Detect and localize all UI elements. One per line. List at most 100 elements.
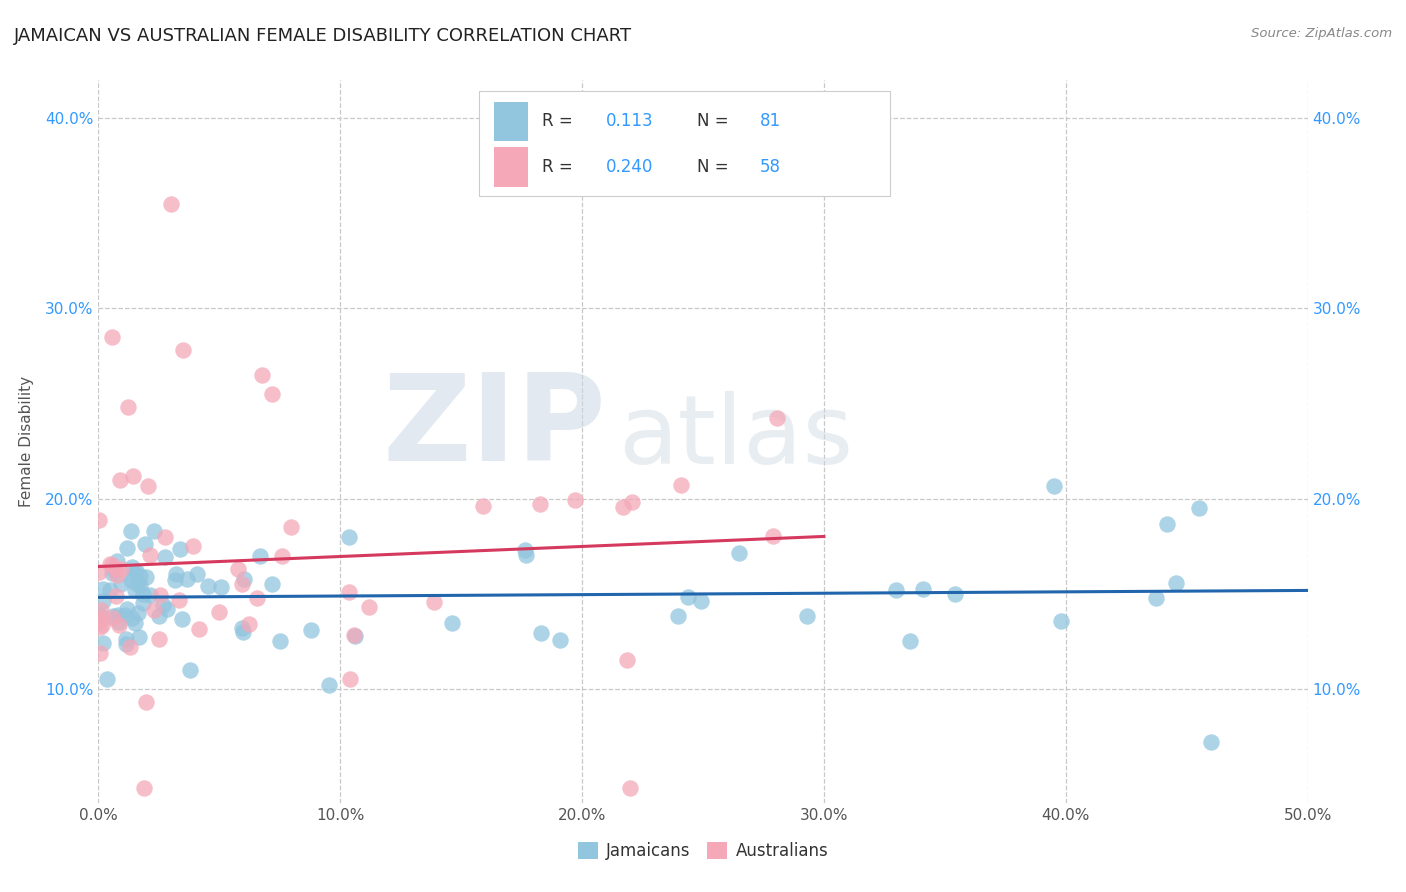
Point (943, 587, 966, 601)
Point (91, 611, 114, 625)
Point (616, 653, 638, 667)
Point (90, 617, 112, 632)
Point (90, 603, 112, 617)
Point (231, 576, 253, 591)
Point (135, 570, 157, 584)
Point (105, 567, 128, 582)
Text: N =: N = (697, 112, 734, 130)
Point (101, 566, 124, 581)
Point (129, 569, 152, 583)
Point (103, 563, 125, 577)
Point (149, 588, 172, 602)
Point (344, 629, 367, 643)
Point (669, 478, 692, 492)
Point (299, 623, 322, 637)
Point (260, 577, 283, 591)
Point (122, 566, 145, 581)
Point (621, 495, 644, 509)
Point (153, 530, 176, 544)
Point (238, 616, 260, 631)
Point (441, 616, 464, 631)
Point (96, 672, 118, 686)
Point (91, 635, 114, 649)
Point (172, 343, 194, 358)
Bar (494, 147, 527, 186)
Point (87, 615, 110, 630)
Point (472, 499, 495, 513)
Point (132, 780, 155, 795)
Text: R =: R = (543, 112, 578, 130)
Point (612, 500, 634, 514)
Text: JAMAICAN VS AUSTRALIAN FEMALE DISABILITY CORRELATION CHART: JAMAICAN VS AUSTRALIAN FEMALE DISABILITY… (14, 27, 633, 45)
Point (132, 587, 155, 601)
Point (104, 589, 127, 603)
Point (762, 529, 785, 543)
Text: ZIP: ZIP (382, 368, 606, 485)
Point (796, 608, 818, 623)
Point (105, 562, 128, 576)
Point (134, 537, 156, 551)
Point (179, 663, 201, 677)
Point (120, 524, 142, 539)
Point (250, 368, 273, 382)
Point (136, 479, 159, 493)
Point (121, 560, 143, 574)
Text: 0.113: 0.113 (606, 112, 654, 130)
Point (1188, 501, 1211, 516)
Text: Source: ZipAtlas.com: Source: ZipAtlas.com (1251, 27, 1392, 40)
Text: R =: R = (543, 158, 578, 176)
Point (690, 593, 713, 607)
Point (728, 546, 751, 560)
Point (101, 558, 124, 572)
Point (165, 567, 187, 582)
Point (337, 530, 360, 544)
Point (529, 497, 551, 511)
Point (124, 564, 146, 578)
Text: 0.240: 0.240 (606, 158, 654, 176)
Point (186, 566, 208, 581)
Point (1199, 735, 1222, 749)
Point (101, 610, 124, 624)
Point (124, 582, 146, 597)
Point (121, 469, 143, 483)
Point (114, 608, 136, 623)
Point (1144, 591, 1167, 605)
Point (209, 580, 232, 594)
Point (911, 582, 934, 596)
Point (337, 585, 360, 599)
Point (142, 524, 165, 538)
Point (197, 579, 219, 593)
Point (187, 622, 209, 636)
Point (139, 548, 162, 562)
Point (1049, 615, 1071, 629)
Point (117, 401, 139, 415)
Point (169, 542, 191, 557)
Point (117, 541, 139, 555)
Point (530, 626, 553, 640)
Point (91, 594, 114, 608)
Point (515, 548, 537, 562)
Point (249, 549, 271, 564)
Point (89, 620, 111, 634)
Text: atlas: atlas (619, 392, 853, 484)
Point (115, 602, 138, 616)
Point (105, 554, 128, 568)
Point (886, 582, 908, 597)
Bar (494, 102, 527, 141)
Point (208, 606, 231, 620)
Point (91, 582, 114, 596)
Point (515, 543, 537, 558)
Point (176, 572, 198, 586)
Point (318, 678, 340, 692)
Point (108, 618, 131, 632)
Point (110, 577, 132, 591)
Point (108, 473, 131, 487)
Y-axis label: Female Disability: Female Disability (18, 376, 34, 508)
Point (271, 549, 294, 563)
Point (148, 632, 170, 646)
Point (101, 609, 124, 624)
Point (121, 611, 143, 625)
Point (142, 603, 165, 617)
Point (165, 573, 187, 587)
Text: N =: N = (697, 158, 734, 176)
